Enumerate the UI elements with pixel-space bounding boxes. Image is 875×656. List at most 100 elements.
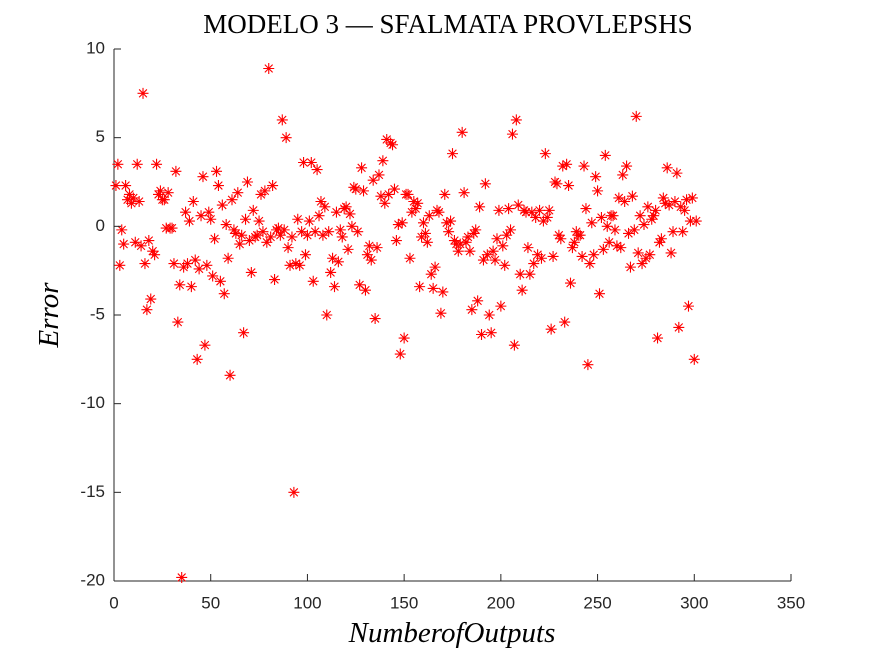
data-point: [272, 222, 284, 234]
data-point: [274, 229, 286, 241]
data-point: [189, 254, 201, 266]
data-point: [541, 211, 553, 223]
data-point: [301, 229, 313, 241]
data-point: [152, 188, 164, 200]
data-point: [398, 332, 410, 344]
data-point: [261, 236, 273, 248]
data-point: [230, 227, 242, 239]
data-point: [133, 196, 145, 208]
data-point: [601, 220, 613, 232]
y-tick-label: -15: [80, 482, 105, 501]
data-point: [657, 192, 669, 204]
data-point: [241, 176, 253, 188]
data-point: [688, 353, 700, 365]
data-point: [505, 224, 517, 236]
data-point: [307, 275, 319, 287]
data-point: [127, 192, 139, 204]
data-point: [563, 180, 575, 192]
data-point: [681, 194, 693, 206]
data-point: [265, 231, 277, 243]
data-point: [584, 258, 596, 270]
data-point: [485, 327, 497, 339]
data-point: [588, 249, 600, 261]
data-point: [597, 243, 609, 255]
data-point: [282, 242, 294, 254]
data-point: [623, 227, 635, 239]
data-point: [363, 240, 375, 252]
data-point: [245, 266, 257, 278]
chart-title: MODELO 3 — SFALMATA PROVLEPSHS: [203, 9, 692, 39]
data-point: [671, 167, 683, 179]
data-point: [172, 316, 184, 328]
x-axis-label: NumberofOutputs: [348, 617, 556, 649]
data-point: [443, 226, 455, 238]
data-point: [120, 180, 132, 192]
data-point: [129, 236, 141, 248]
data-point: [682, 300, 694, 312]
data-point: [564, 277, 576, 289]
data-point: [590, 171, 602, 183]
x-tick-label: 200: [487, 593, 515, 612]
data-point: [539, 148, 551, 160]
data-point: [247, 204, 259, 216]
data-point: [652, 332, 664, 344]
data-point: [468, 227, 480, 239]
data-point: [166, 222, 178, 234]
data-point: [547, 250, 559, 262]
data-point: [236, 229, 248, 241]
data-point: [503, 203, 515, 215]
data-point: [613, 192, 625, 204]
data-point: [367, 174, 379, 186]
data-point: [222, 252, 234, 264]
data-point: [288, 486, 300, 498]
data-point: [139, 258, 151, 270]
data-point: [545, 323, 557, 335]
data-point: [263, 63, 275, 75]
data-point: [330, 206, 342, 218]
data-point: [243, 235, 255, 247]
data-point: [329, 281, 341, 293]
x-tick-label: 0: [109, 593, 118, 612]
data-point: [611, 240, 623, 252]
data-point: [253, 215, 265, 227]
data-point: [141, 304, 153, 316]
data-point: [336, 231, 348, 243]
data-point: [224, 369, 236, 381]
data-point: [592, 185, 604, 197]
data-point: [185, 281, 197, 293]
data-point: [686, 192, 698, 204]
data-point: [514, 268, 526, 280]
data-point: [472, 295, 484, 307]
data-point: [340, 201, 352, 213]
data-point: [508, 339, 520, 351]
data-point: [199, 339, 211, 351]
data-point: [216, 199, 228, 211]
data-point: [655, 233, 667, 245]
data-point: [319, 201, 331, 213]
data-point: [510, 114, 522, 126]
data-point: [447, 148, 458, 160]
data-point: [595, 211, 607, 223]
data-point: [582, 359, 594, 371]
data-point: [599, 149, 611, 161]
data-point: [410, 203, 422, 215]
data-point: [586, 217, 598, 229]
data-point: [303, 215, 315, 227]
data-point: [373, 169, 385, 181]
data-point: [193, 263, 205, 275]
data-point: [358, 185, 370, 197]
data-point: [151, 158, 163, 170]
data-point: [636, 258, 648, 270]
data-point: [203, 206, 215, 218]
plot-area: [110, 63, 702, 583]
data-point: [323, 226, 335, 238]
data-point: [489, 254, 501, 266]
data-point: [390, 235, 402, 247]
data-point: [594, 288, 606, 300]
data-point: [354, 279, 366, 291]
data-point: [174, 279, 186, 291]
data-point: [408, 196, 420, 208]
data-point: [619, 196, 631, 208]
data-point: [118, 238, 130, 250]
data-point: [433, 206, 445, 218]
